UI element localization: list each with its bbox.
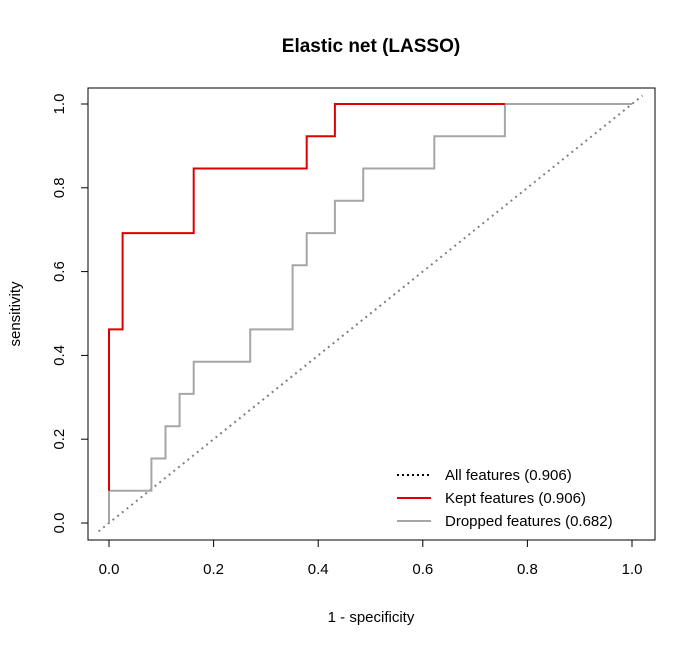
chart-title: Elastic net (LASSO) (282, 36, 460, 57)
series-line-2 (108, 103, 632, 523)
legend-label-1: Kept features (0.906) (445, 490, 586, 507)
x-tick-label: 0.6 (412, 561, 433, 578)
y-axis-title: sensitivity (7, 281, 24, 347)
x-tick-label: 0.4 (308, 561, 329, 578)
legend: All features (0.906) Kept features (0.906… (397, 467, 613, 530)
x-tick-label: 0.2 (203, 561, 224, 578)
y-tick-label: 0.6 (51, 261, 68, 282)
series-line-1 (108, 103, 505, 491)
axes: 0.0 0.2 0.4 0.6 0.8 1.0 0.0 0.2 0.4 0.6 0.8 1.0 (51, 87, 656, 578)
y-tick-label: 0.2 (51, 429, 68, 450)
x-tick-label: 0.8 (517, 561, 538, 578)
x-tick-label: 0.0 (99, 561, 120, 578)
y-tick-label: 0.0 (51, 513, 68, 534)
legend-label-0: All features (0.906) (445, 467, 572, 484)
plot-frame (87, 87, 656, 541)
x-tick-label: 1.0 (622, 561, 643, 578)
plot-area (97, 94, 644, 533)
x-axis-title: 1 - specificity (328, 609, 415, 626)
legend-label-2: Dropped features (0.682) (445, 513, 613, 530)
y-tick-label: 1.0 (51, 94, 68, 115)
y-tick-label: 0.8 (51, 177, 68, 198)
chance-diagonal-line (97, 94, 644, 533)
y-tick-label: 0.4 (51, 345, 68, 366)
